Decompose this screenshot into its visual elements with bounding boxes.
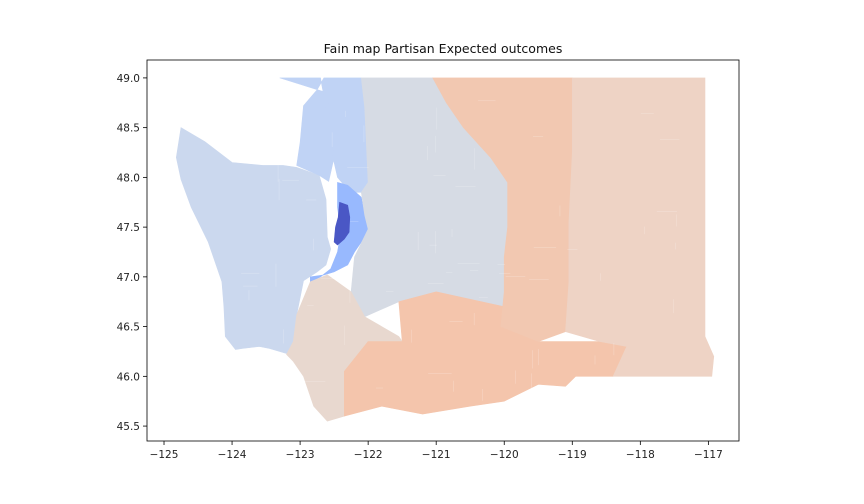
x-tick-label: −119: [558, 449, 587, 461]
x-tick-label: −118: [626, 449, 655, 461]
region-seattle: [333, 201, 351, 246]
y-tick-label: 47.5: [117, 222, 140, 234]
precinct-lines: [230, 100, 680, 401]
region-east: [565, 77, 715, 377]
x-tick-label: −123: [286, 449, 315, 461]
x-tick-label: −125: [150, 449, 179, 461]
y-tick-label: 46.0: [117, 371, 140, 383]
x-tick-label: −121: [422, 449, 451, 461]
region-south-central: [344, 291, 628, 417]
y-tick-label: 45.5: [117, 421, 140, 433]
x-tick-label: −124: [218, 449, 247, 461]
x-tick-label: −120: [490, 449, 519, 461]
y-tick-label: 46.5: [117, 322, 140, 334]
x-axis: −125 −124 −123 −122 −121 −120 −119 −118 −117: [150, 441, 723, 461]
chart-title: Fain map Partisan Expected outcomes: [324, 41, 563, 56]
x-tick-label: −117: [694, 449, 723, 461]
plot-frame: [146, 59, 740, 442]
y-tick-label: 48.5: [117, 123, 140, 135]
map-regions: [175, 77, 715, 422]
x-tick-label: −122: [354, 449, 383, 461]
y-axis: 45.5 46.0 46.5 47.0 47.5 48.0 48.5 49.0: [117, 73, 147, 433]
y-tick-label: 47.0: [117, 272, 140, 284]
y-tick-label: 48.0: [117, 172, 140, 184]
y-tick-label: 49.0: [117, 73, 140, 85]
